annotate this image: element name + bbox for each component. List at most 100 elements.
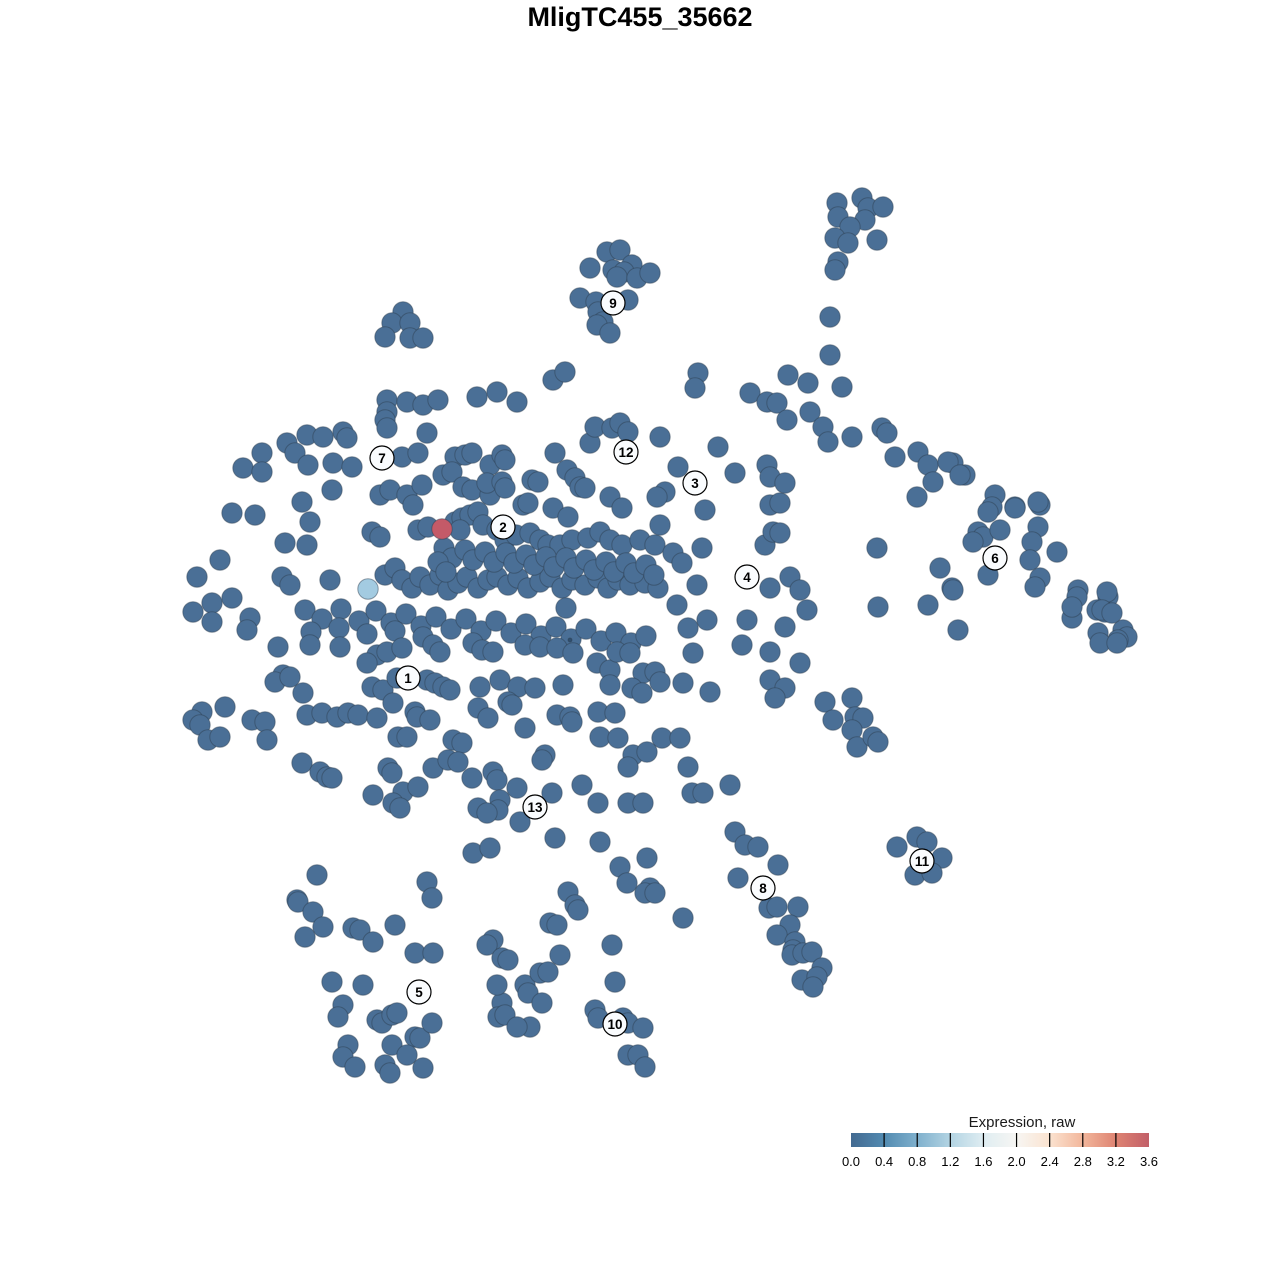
data-point (382, 692, 404, 714)
data-point (291, 491, 313, 513)
data-point (686, 574, 708, 596)
data-point (267, 636, 289, 658)
data-point (1004, 497, 1026, 519)
data-point (587, 792, 609, 814)
data-point (461, 767, 483, 789)
data-point (789, 579, 811, 601)
data-point (759, 577, 781, 599)
data-point (819, 306, 841, 328)
data-point (962, 531, 984, 553)
color-legend: Expression, raw 0.0 0.4 0.8 1.2 1.6 2.0 2.4 2.8 3… (842, 1114, 1158, 1169)
data-point (574, 477, 596, 499)
data-point (494, 449, 516, 471)
data-point (527, 471, 549, 493)
data-point (251, 461, 273, 483)
data-point (724, 462, 746, 484)
data-point (977, 501, 999, 523)
cluster-badge-circle (909, 848, 935, 874)
cluster-badge-circle (613, 439, 639, 465)
data-point (947, 619, 969, 641)
legend-tick-label: 0.0 (842, 1154, 860, 1169)
data-point (236, 619, 258, 641)
data-point (251, 442, 273, 464)
data-point (1096, 581, 1118, 603)
data-point (256, 729, 278, 751)
data-point (561, 711, 583, 733)
data-point (441, 461, 463, 483)
data-point (374, 326, 396, 348)
data-point (787, 896, 809, 918)
data-point (777, 364, 799, 386)
cluster-label-2: 2 (490, 514, 516, 540)
data-point (814, 691, 836, 713)
legend-title: Expression, raw (969, 1114, 1076, 1131)
data-point (506, 777, 528, 799)
data-point (644, 882, 666, 904)
cluster-badge-number: 13 (527, 800, 543, 815)
data-point (429, 641, 451, 663)
data-point (329, 636, 351, 658)
data-point (321, 767, 343, 789)
data-point (209, 726, 231, 748)
data-point (632, 792, 654, 814)
cluster-badge-number: 11 (915, 854, 930, 869)
data-point (671, 552, 693, 574)
data-point (531, 992, 553, 1014)
data-point (841, 426, 863, 448)
cluster-badge-circle (406, 979, 432, 1005)
data-point (356, 623, 378, 645)
data-point (666, 594, 688, 616)
data-point (327, 1006, 349, 1028)
data-point (541, 782, 563, 804)
data-point (214, 696, 236, 718)
data-point (599, 322, 621, 344)
data-point (545, 616, 567, 638)
data-point (866, 537, 888, 559)
data-point (544, 827, 566, 849)
data-point (1027, 491, 1049, 513)
legend-tick-label: 0.4 (875, 1154, 893, 1169)
plot-title: MligTC455_35662 (527, 2, 753, 32)
data-point (412, 1057, 434, 1079)
data-point (425, 606, 447, 628)
data-point (404, 942, 426, 964)
highlighted-data-point (357, 578, 379, 600)
data-point (766, 924, 788, 946)
data-point (322, 452, 344, 474)
data-point (872, 196, 894, 218)
data-point (381, 1034, 403, 1056)
data-point (575, 618, 597, 640)
legend-tick-label: 2.8 (1074, 1154, 1092, 1169)
cluster-badge-circle (602, 1011, 628, 1037)
data-point (297, 454, 319, 476)
cluster-badge-number: 12 (618, 445, 633, 460)
data-point (677, 617, 699, 639)
data-point (929, 557, 951, 579)
cluster-badge-number: 7 (378, 451, 386, 466)
cluster-badge-number: 2 (499, 520, 507, 535)
data-point (766, 896, 788, 918)
data-point (727, 867, 749, 889)
cluster-label-10: 10 (602, 1011, 628, 1037)
data-point (328, 617, 350, 639)
data-point (906, 486, 928, 508)
data-point (571, 774, 593, 796)
data-point (769, 492, 791, 514)
cluster-label-3: 3 (682, 470, 708, 496)
cluster-badge-number: 9 (609, 296, 617, 311)
legend-tick-label: 2.4 (1041, 1154, 1059, 1169)
data-point (477, 707, 499, 729)
data-point (617, 421, 639, 443)
data-point (486, 381, 508, 403)
data-point (769, 522, 791, 544)
data-point (489, 669, 511, 691)
data-point (312, 916, 334, 938)
data-point (639, 262, 661, 284)
data-point (509, 811, 531, 833)
data-point (482, 641, 504, 663)
data-point (884, 446, 906, 468)
data-point (886, 836, 908, 858)
data-point (365, 600, 387, 622)
data-point (554, 361, 576, 383)
